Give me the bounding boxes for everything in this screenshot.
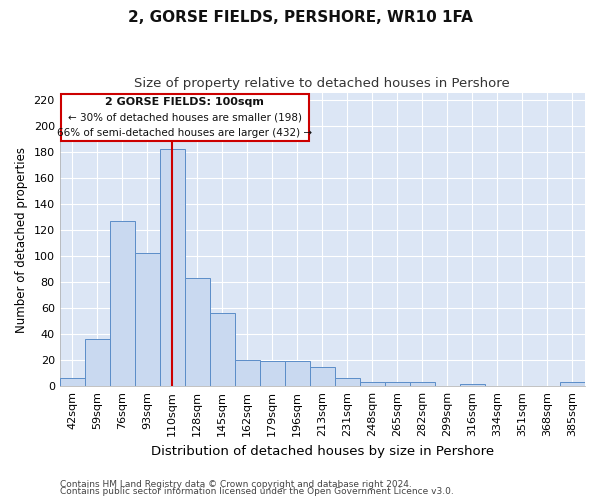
Bar [185, 278, 210, 386]
Bar [285, 362, 310, 386]
Text: Contains HM Land Registry data © Crown copyright and database right 2024.: Contains HM Land Registry data © Crown c… [60, 480, 412, 489]
Bar [110, 220, 135, 386]
Bar [210, 313, 235, 386]
Bar [260, 362, 285, 386]
Text: Contains public sector information licensed under the Open Government Licence v3: Contains public sector information licen… [60, 487, 454, 496]
Bar [135, 254, 160, 386]
Bar [410, 382, 435, 386]
Bar [310, 366, 335, 386]
X-axis label: Distribution of detached houses by size in Pershore: Distribution of detached houses by size … [151, 444, 494, 458]
Bar [59, 378, 85, 386]
Bar [385, 382, 410, 386]
FancyBboxPatch shape [61, 94, 308, 142]
Text: 2, GORSE FIELDS, PERSHORE, WR10 1FA: 2, GORSE FIELDS, PERSHORE, WR10 1FA [128, 10, 472, 25]
Bar [235, 360, 260, 386]
Bar [360, 382, 385, 386]
Bar [560, 382, 585, 386]
Bar [160, 149, 185, 386]
Text: 66% of semi-detached houses are larger (432) →: 66% of semi-detached houses are larger (… [57, 128, 313, 138]
Text: 2 GORSE FIELDS: 100sqm: 2 GORSE FIELDS: 100sqm [106, 97, 264, 107]
Bar [85, 340, 110, 386]
Bar [335, 378, 360, 386]
Y-axis label: Number of detached properties: Number of detached properties [15, 146, 28, 332]
Text: ← 30% of detached houses are smaller (198): ← 30% of detached houses are smaller (19… [68, 112, 302, 122]
Bar [460, 384, 485, 386]
Title: Size of property relative to detached houses in Pershore: Size of property relative to detached ho… [134, 78, 510, 90]
